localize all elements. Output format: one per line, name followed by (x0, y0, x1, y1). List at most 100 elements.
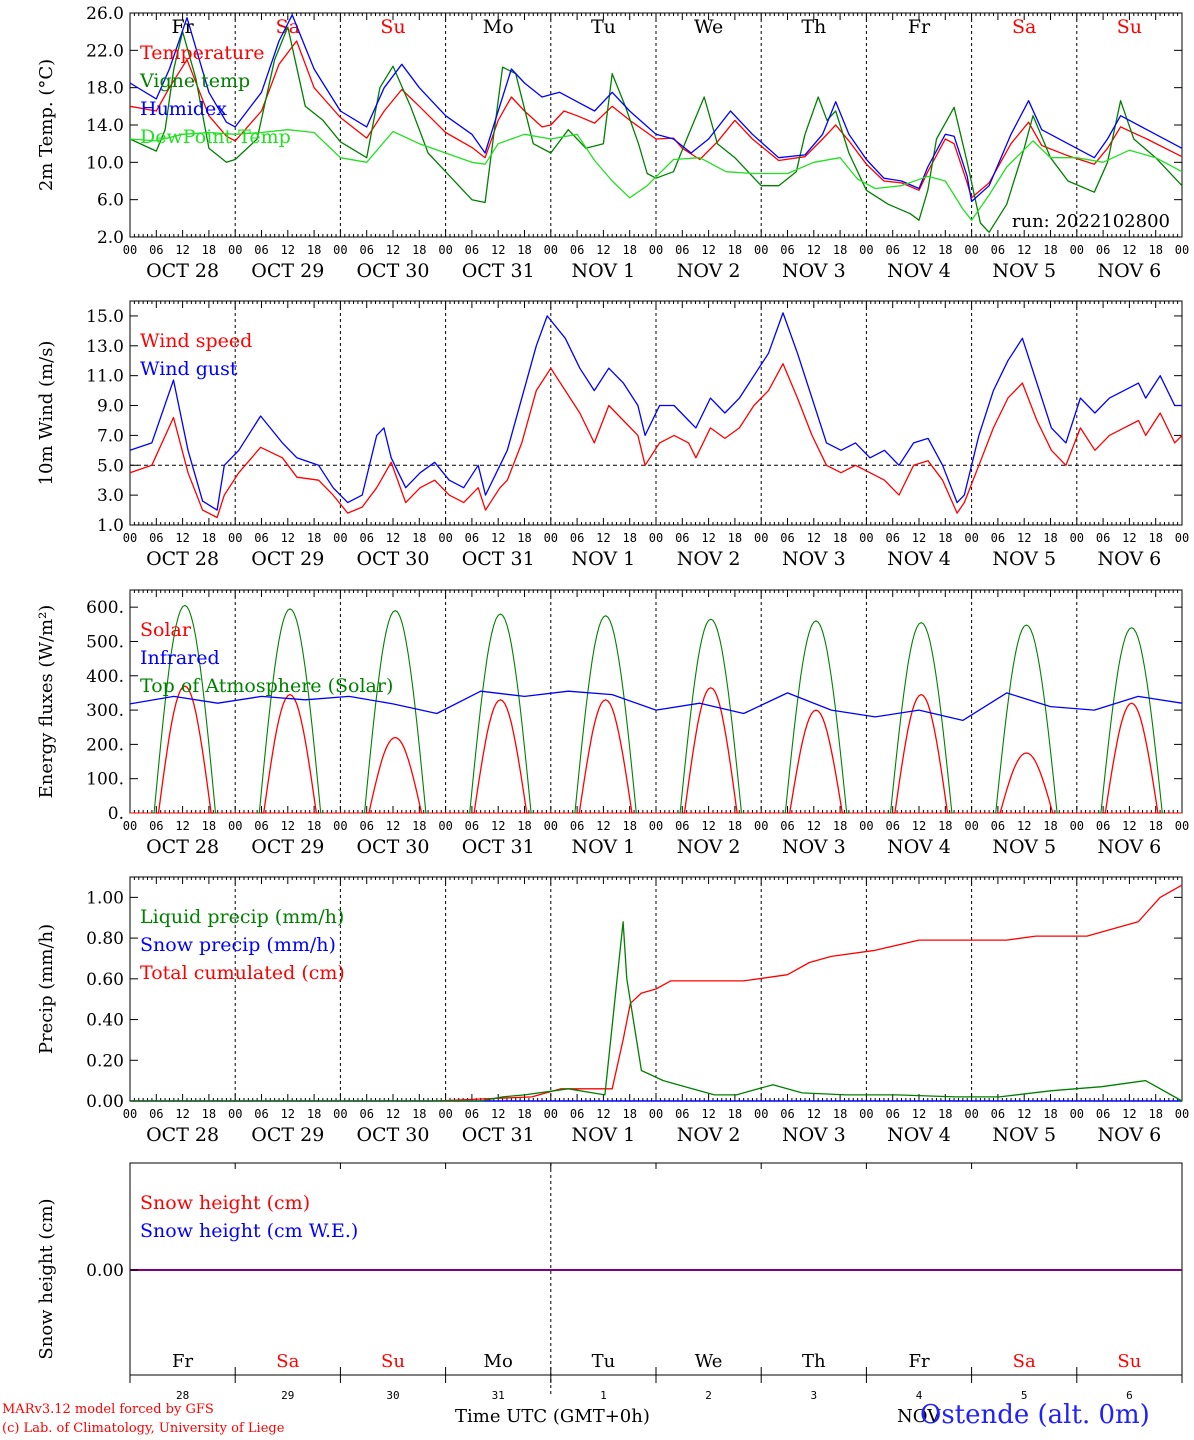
hour-tick-label: 06 (359, 1107, 373, 1121)
hour-tick-label: 12 (596, 1107, 610, 1121)
bottom-date-number: 5 (1021, 1389, 1028, 1402)
panel-frame-0 (129, 12, 1183, 238)
y-tick-label: 1.00 (86, 888, 124, 908)
bottom-weekday-label: Su (1117, 1351, 1141, 1372)
hour-tick-label: 00 (754, 243, 768, 257)
bottom-date-number: 30 (386, 1389, 399, 1402)
date-label: NOV 5 (992, 548, 1056, 570)
date-label: NOV 1 (572, 548, 636, 570)
hour-tick-label: 00 (649, 1107, 663, 1121)
y-tick-label: 10.0 (86, 153, 124, 173)
date-label: NOV 5 (992, 1124, 1056, 1146)
weekday-label: Fr (171, 16, 194, 38)
bottom-date-number: 3 (810, 1389, 817, 1402)
hour-tick-label: 00 (1175, 1107, 1189, 1121)
legend-entry-1-0: Wind speed (140, 330, 252, 352)
hour-tick-label: 12 (701, 819, 715, 833)
credit-line-2: (c) Lab. of Climatology, University of L… (2, 1421, 285, 1436)
hour-tick-label: 18 (1043, 243, 1057, 257)
hour-tick-label: 12 (175, 243, 189, 257)
date-label: OCT 28 (146, 1124, 219, 1146)
y-tick-label: 1.0 (97, 516, 124, 536)
y-tick-label: 100. (86, 770, 124, 790)
y-tick-label: 0.80 (86, 929, 124, 949)
legend-entry-4-1: Snow height (cm W.E.) (140, 1220, 358, 1242)
hour-tick-label: 00 (859, 531, 873, 545)
hour-tick-label: 12 (1017, 243, 1031, 257)
hour-tick-label: 12 (1122, 819, 1136, 833)
bottom-weekday-label: Fr (172, 1351, 193, 1372)
hour-tick-label: 00 (1175, 531, 1189, 545)
toa-solar-day-3 (362, 610, 429, 814)
y-tick-label: 0.20 (86, 1051, 124, 1071)
y-axis-title-0: 2m Temp. (°C) (36, 59, 57, 191)
hour-tick-label: 12 (281, 243, 295, 257)
date-label: NOV 1 (572, 836, 636, 858)
legend-entry-2-0: Solar (140, 619, 192, 641)
hour-tick-label: 18 (412, 819, 426, 833)
hour-tick-label: 06 (149, 819, 163, 833)
hour-tick-label: 00 (964, 531, 978, 545)
date-label: NOV 6 (1098, 548, 1162, 570)
hour-tick-label: 18 (622, 531, 636, 545)
hour-tick-label: 18 (622, 243, 636, 257)
date-label: NOV 1 (572, 1124, 636, 1146)
hour-tick-label: 00 (333, 1107, 347, 1121)
bottom-date-number: 4 (916, 1389, 923, 1402)
hour-tick-label: 12 (807, 819, 821, 833)
date-label: OCT 31 (462, 836, 535, 858)
hour-tick-label: 18 (938, 531, 952, 545)
bottom-date-number: 28 (176, 1389, 189, 1402)
hour-tick-label: 00 (964, 243, 978, 257)
hour-tick-label: 00 (964, 819, 978, 833)
bottom-date-number: 31 (492, 1389, 505, 1402)
hour-tick-label: 00 (1175, 243, 1189, 257)
hour-tick-label: 00 (228, 819, 242, 833)
hour-tick-label: 18 (622, 819, 636, 833)
toa-solar-day-9 (993, 624, 1060, 814)
legend-entry-4-0: Snow height (cm) (140, 1192, 310, 1214)
series-dewpoint-temp (129, 129, 1183, 221)
hour-tick-label: 18 (517, 243, 531, 257)
legend-entry-3-2: Total cumulated (cm) (140, 962, 345, 984)
hour-tick-label: 06 (149, 531, 163, 545)
solar-day-9 (997, 752, 1055, 814)
series-infrared (129, 690, 1183, 722)
date-label: OCT 31 (462, 1124, 535, 1146)
hour-tick-label: 18 (728, 531, 742, 545)
hour-tick-label: 06 (991, 819, 1005, 833)
hour-tick-label: 06 (991, 1107, 1005, 1121)
hour-tick-label: 00 (649, 243, 663, 257)
solar-day-6 (682, 687, 740, 814)
hour-tick-label: 06 (675, 531, 689, 545)
bottom-date-number: 2 (705, 1389, 712, 1402)
hour-tick-label: 18 (622, 1107, 636, 1121)
hour-tick-label: 12 (386, 531, 400, 545)
hour-tick-label: 00 (333, 531, 347, 545)
date-label: NOV 5 (992, 260, 1056, 282)
hour-tick-label: 18 (1148, 531, 1162, 545)
hour-tick-label: 18 (1148, 819, 1162, 833)
hour-tick-label: 12 (175, 819, 189, 833)
hour-tick-label: 06 (359, 819, 373, 833)
hour-tick-label: 12 (1122, 243, 1136, 257)
hour-tick-label: 06 (675, 243, 689, 257)
date-label: NOV 4 (887, 1124, 951, 1146)
hour-tick-label: 18 (1148, 243, 1162, 257)
hour-tick-label: 00 (1070, 531, 1084, 545)
series-vigne-temp (129, 26, 1183, 233)
bottom-date-number: 6 (1126, 1389, 1133, 1402)
hour-tick-label: 00 (228, 1107, 242, 1121)
hour-tick-label: 12 (175, 531, 189, 545)
hour-tick-label: 00 (649, 531, 663, 545)
hour-tick-label: 06 (885, 1107, 899, 1121)
hour-tick-label: 00 (123, 243, 137, 257)
hour-tick-label: 00 (1070, 1107, 1084, 1121)
hour-tick-label: 06 (1096, 1107, 1110, 1121)
y-tick-label: 0. (108, 804, 124, 824)
hour-tick-label: 18 (1043, 819, 1057, 833)
date-label: OCT 29 (251, 836, 324, 858)
y-tick-label: 0.60 (86, 970, 124, 990)
hour-tick-label: 06 (465, 243, 479, 257)
